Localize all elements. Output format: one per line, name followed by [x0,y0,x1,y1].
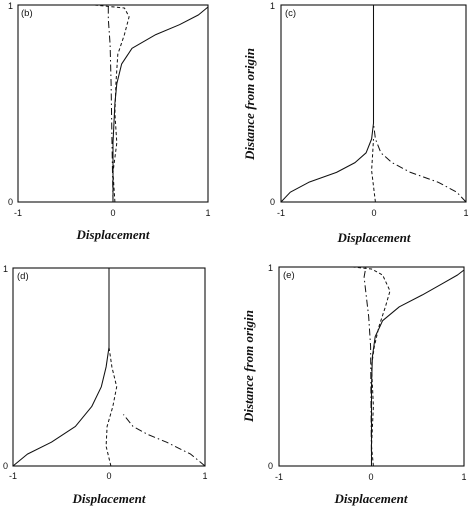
y-tick-label: 1 [3,264,8,274]
x-tick-label: 0 [371,208,376,218]
x-tick-label: 0 [110,208,115,218]
y-axis-label: Distance from origin [241,310,256,423]
y-tick-label: 0 [3,461,8,471]
y-axis-label: Distance from origin [242,48,257,161]
x-tick-label: 0 [368,472,373,482]
panel-label: (c) [285,8,296,19]
series-layer [12,268,206,467]
x-axis-label: Displacement [334,491,408,506]
series-layer [280,5,467,203]
series-line-dashed [371,138,376,203]
x-axis-label: Displacement [72,491,146,506]
x-tick-label: -1 [14,208,22,218]
x-tick-label: -1 [275,472,283,482]
x-tick-label: 1 [202,471,207,481]
panel-c: (c) -1 0 1 0 1 Displacement Distance fro… [242,1,469,245]
x-tick-label: 1 [205,208,210,218]
series-layer [93,4,209,203]
x-tick-label: 1 [461,472,466,482]
y-tick-label: 1 [270,1,275,11]
x-tick-label: -1 [277,208,285,218]
series-line-dash-dot [363,266,372,467]
series-line-solid [370,269,465,466]
series-line-dashed [352,266,391,467]
panel-b: (b) -1 0 1 0 1 Displacement [8,1,211,242]
x-tick-label: -1 [9,471,17,481]
series-line-dashed [105,347,118,467]
series-line-dashed [93,4,130,203]
series-line-dash-dot [107,5,114,203]
y-tick-label: 0 [8,197,13,207]
panel-d: (d) -1 0 1 0 1 Displacement [3,264,208,506]
x-axis-label: Displacement [76,227,150,242]
panel-label: (e) [283,270,295,281]
series-line-solid [12,268,110,467]
panel-label: (d) [17,271,29,282]
x-tick-label: 1 [463,208,468,218]
series-line-solid [280,5,375,203]
series-line-dash-dot [123,414,206,467]
x-tick-label: 0 [106,471,111,481]
panel-e: (e) -1 0 1 0 1 Displacement Distance fro… [241,263,467,506]
series-line-dash-dot [373,123,467,203]
y-tick-label: 0 [270,197,275,207]
y-tick-label: 1 [8,1,13,11]
y-tick-label: 0 [268,461,273,471]
series-line-solid [112,6,209,202]
panel-label: (b) [21,8,33,19]
series-layer [352,266,465,467]
y-tick-label: 1 [268,263,273,273]
x-axis-label: Displacement [337,230,411,245]
